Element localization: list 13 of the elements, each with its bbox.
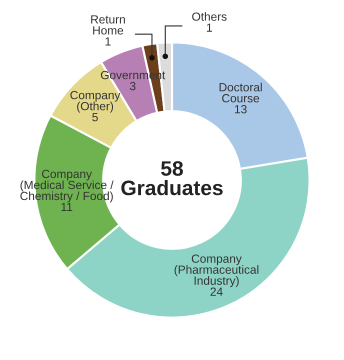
data-label: 11 <box>61 202 72 212</box>
slice-label: Company (Pharmaceutical Industry) <box>174 254 258 288</box>
slice-label: Doctoral Course <box>220 82 262 102</box>
data-label: 13 <box>234 105 247 114</box>
data-label: 5 <box>92 113 98 122</box>
text: 58 Graduates <box>121 161 223 196</box>
slice-label: Others <box>192 12 227 21</box>
data-label: 24 <box>210 287 223 296</box>
data-label: 1 <box>206 24 212 32</box>
slice-label: Company (Other) <box>70 90 120 113</box>
slice-label: Return Home <box>91 15 125 35</box>
data-label: 3 <box>130 82 136 90</box>
data-label: 1 <box>106 37 111 46</box>
